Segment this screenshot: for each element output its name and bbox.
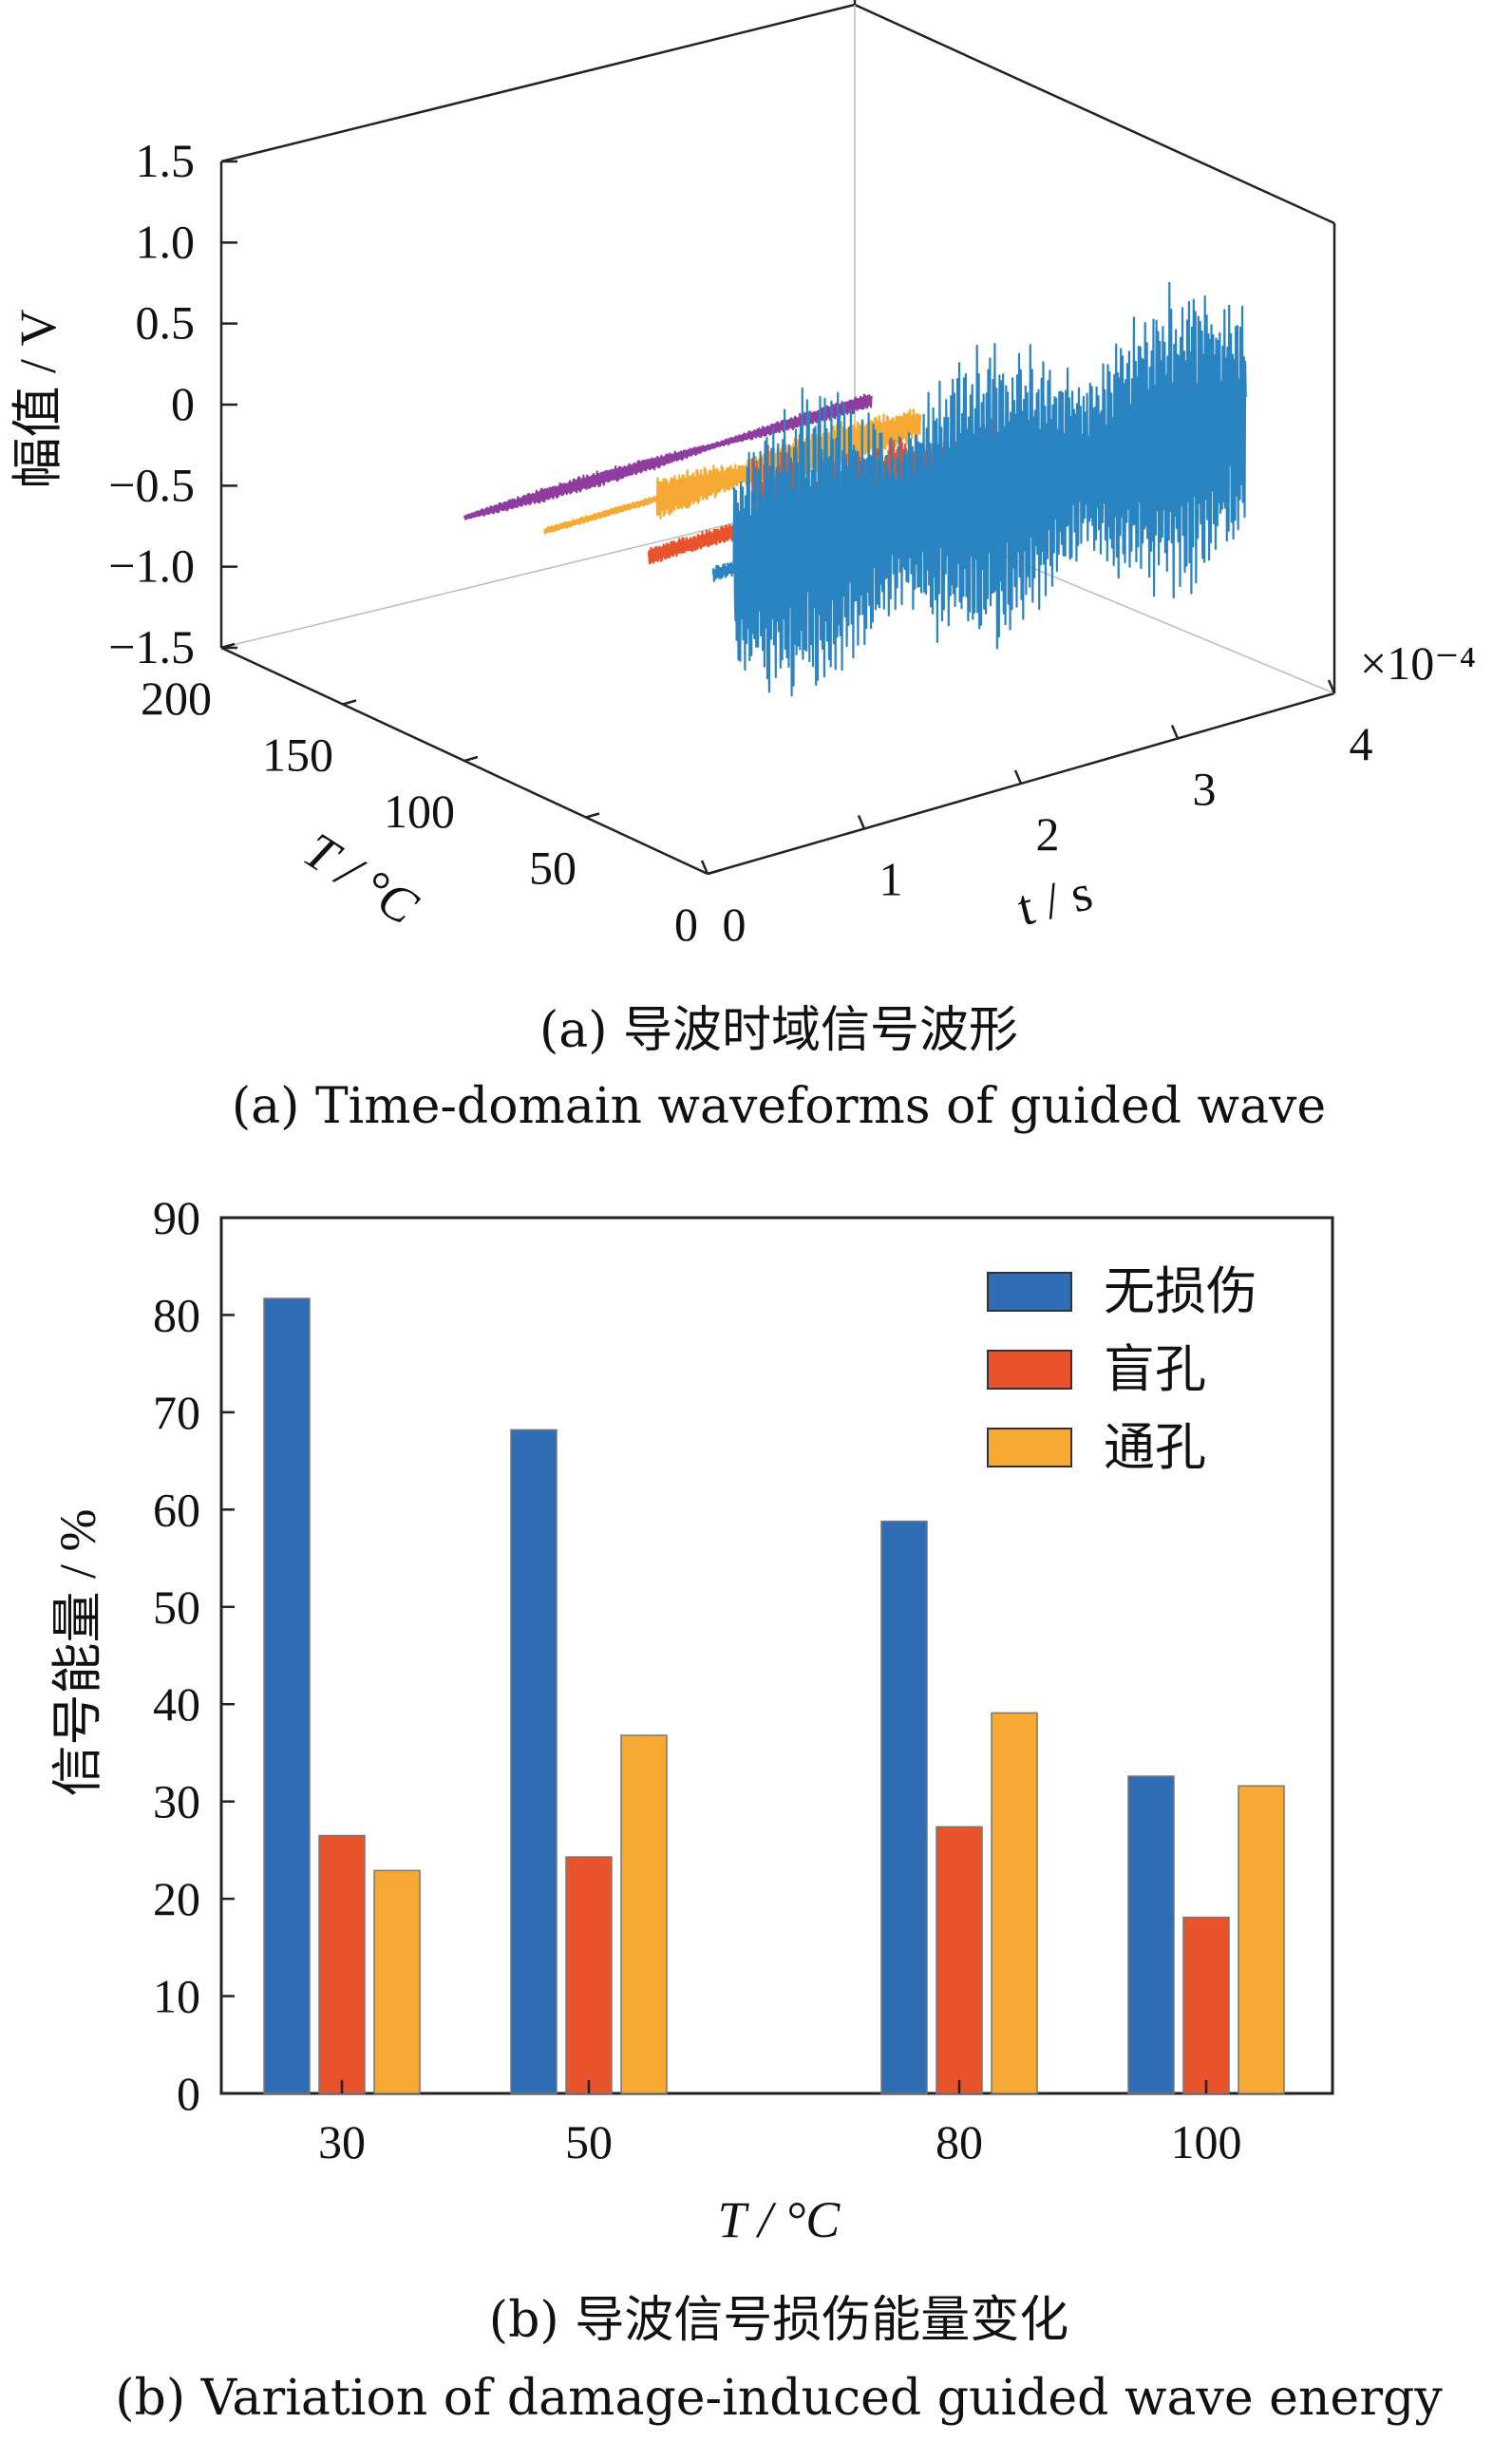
z-tick-label: −1.0 bbox=[108, 540, 195, 593]
y-tick-label: 40 bbox=[153, 1677, 200, 1731]
panel-b-bars bbox=[263, 1297, 1285, 2094]
x-tick-label: 1 bbox=[879, 853, 903, 906]
panel-b-y-axis-label: 信号能量 / % bbox=[49, 1509, 106, 1797]
panel-b-y-ticks: 0 10 20 30 40 50 60 70 80 90 bbox=[153, 1191, 235, 2120]
T-tick-mark bbox=[342, 699, 357, 706]
T-tick-mark bbox=[585, 812, 600, 819]
bar-intact-30 bbox=[263, 1297, 311, 2094]
x-tick-mark bbox=[1013, 769, 1023, 785]
bar-intact-80 bbox=[880, 1520, 928, 2094]
panel-b-caption-cn: (b) 导波信号损伤能量变化 bbox=[489, 2292, 1068, 2349]
legend-swatch-through-hole bbox=[987, 1428, 1072, 1467]
z-tick-label: 0.5 bbox=[136, 296, 196, 350]
z-tick-label: −0.5 bbox=[108, 458, 195, 511]
panel-a-caption-cn: (a) 导波时域信号波形 bbox=[539, 1002, 1018, 1059]
x-tick-label: 4 bbox=[1350, 717, 1373, 770]
T-tick-label: 0 bbox=[674, 898, 698, 951]
bar-through-hole-50 bbox=[620, 1734, 668, 2094]
y-tick-label: 50 bbox=[153, 1581, 200, 1634]
panel-a-waveforms bbox=[463, 281, 1247, 697]
bar-blind-hole-30 bbox=[318, 1834, 366, 2094]
x-tick-label: 30 bbox=[318, 2115, 366, 2168]
waveform-T30 bbox=[711, 281, 1247, 697]
panel-b-plot-frame bbox=[219, 1216, 1334, 2095]
bar-through-hole-30 bbox=[373, 1869, 421, 2094]
panel-a-y-axis-label: 幅值 / V bbox=[9, 309, 66, 488]
x-tick-mark bbox=[1170, 725, 1180, 739]
x-tick-mark bbox=[857, 815, 866, 829]
z-tick-label: 0 bbox=[171, 377, 195, 430]
y-tick-label: 10 bbox=[153, 1970, 200, 2023]
x-tick-label: 2 bbox=[1036, 807, 1060, 861]
bar-blind-hole-50 bbox=[565, 1856, 613, 2094]
x-tick-label: 100 bbox=[1171, 2115, 1242, 2168]
panel-b-x-ticks: 30 50 80 100 bbox=[318, 2080, 1242, 2168]
z-tick-label: 1.5 bbox=[136, 134, 196, 187]
y-tick-label: 60 bbox=[153, 1483, 200, 1536]
panel-a-caption-en: (a) Time-domain waveforms of guided wave bbox=[232, 1078, 1326, 1135]
y-tick-label: 20 bbox=[153, 1872, 200, 1925]
panel-a-exponent-label: ×10⁻⁴ bbox=[1360, 636, 1476, 690]
panel-b-caption-en: (b) Variation of damage-induced guided w… bbox=[115, 2370, 1443, 2427]
panel-a-x-ticks: 0 1 2 3 4 bbox=[700, 679, 1373, 951]
x-tick-label: 0 bbox=[723, 898, 747, 951]
legend-swatch-intact bbox=[987, 1272, 1072, 1312]
bar-through-hole-80 bbox=[991, 1712, 1038, 2094]
legend-label: 通孔 bbox=[1104, 1417, 1206, 1477]
x-tick-label: 3 bbox=[1193, 763, 1217, 816]
y-tick-label: 90 bbox=[153, 1191, 200, 1244]
bar-blind-hole-80 bbox=[936, 1826, 983, 2094]
x-tick-mark bbox=[700, 860, 709, 875]
y-tick-label: 30 bbox=[153, 1775, 200, 1828]
panel-a-x-axis-label: t / s bbox=[1012, 863, 1098, 937]
z-tick-label: −1.5 bbox=[108, 620, 195, 673]
T-tick-label: 200 bbox=[141, 672, 212, 725]
T-tick-mark bbox=[220, 642, 236, 650]
T-tick-label: 50 bbox=[529, 842, 576, 895]
T-tick-label: 150 bbox=[262, 729, 333, 782]
T-tick-label: 100 bbox=[384, 785, 455, 838]
x-tick-label: 80 bbox=[936, 2115, 983, 2168]
legend-label: 无损伤 bbox=[1104, 1261, 1257, 1321]
bar-blind-hole-100 bbox=[1182, 1916, 1230, 2094]
z-tick-label: 1.0 bbox=[136, 215, 196, 268]
panel-a-waterfall-chart: 1.5 1.0 0.5 0 −0.5 −1.0 −1.5 200 150 100 50 0 0 1 2 3… bbox=[9, 0, 1476, 1135]
waveform-T100 bbox=[463, 393, 874, 521]
legend-swatch-blind-hole bbox=[987, 1350, 1072, 1390]
waveform-T80 bbox=[543, 408, 922, 535]
legend-label: 盲孔 bbox=[1104, 1339, 1206, 1399]
bar-intact-100 bbox=[1127, 1775, 1175, 2094]
panel-a-z-ticks: 1.5 1.0 0.5 0 −0.5 −1.0 −1.5 bbox=[108, 134, 237, 673]
y-tick-label: 70 bbox=[153, 1386, 200, 1439]
T-tick-mark bbox=[707, 868, 722, 876]
bar-intact-50 bbox=[510, 1429, 558, 2094]
bar-through-hole-100 bbox=[1238, 1785, 1285, 2094]
y-tick-label: 0 bbox=[177, 2067, 200, 2120]
T-tick-mark bbox=[463, 755, 479, 763]
x-tick-mark bbox=[1327, 679, 1336, 694]
x-tick-label: 50 bbox=[565, 2115, 613, 2168]
y-tick-label: 80 bbox=[153, 1288, 200, 1341]
panel-b-x-axis-label: T / °C bbox=[718, 2191, 841, 2248]
panel-a-T-ticks: 200 150 100 50 0 bbox=[141, 642, 722, 951]
panel-a-T-axis-label: T / °C bbox=[294, 822, 428, 937]
